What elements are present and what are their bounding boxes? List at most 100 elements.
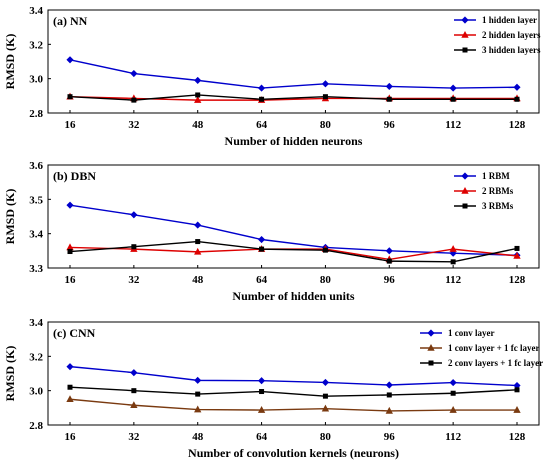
- data-point: [258, 377, 266, 385]
- panel-2: 16 32 48 64 80 96 112 128 3.3 3.4 3.5 3.6 Number of …: [3, 160, 540, 303]
- data-point: [67, 94, 73, 100]
- data-point: [513, 406, 521, 413]
- data-point: [450, 96, 456, 102]
- data-point: [66, 56, 74, 64]
- data-point: [513, 251, 521, 259]
- series-line: [69, 365, 518, 387]
- y-tick-label: 3.0: [29, 74, 43, 86]
- panel-3: 16 32 48 64 80 96 112 128 2.8 3.0 3.2 3.4 Number of …: [3, 317, 543, 460]
- x-tick-label: 128: [509, 119, 526, 131]
- x-tick-label: 64: [256, 431, 268, 443]
- x-tick-label: 128: [509, 274, 526, 286]
- legend-entry: 1 RBM: [482, 171, 510, 181]
- y-tick-label: 3.5: [29, 194, 43, 206]
- legend-entry: 2 conv layers + 1 fc layer: [448, 358, 543, 368]
- x-tick-label: 96: [384, 274, 396, 286]
- data-point: [195, 92, 201, 98]
- data-point: [321, 404, 330, 412]
- y-tick-label: 3.0: [29, 386, 43, 398]
- plot-frame: [47, 164, 540, 269]
- x-tick-label: 64: [256, 119, 268, 131]
- x-axis-label: Number of hidden units: [232, 289, 354, 303]
- legend-marker: [427, 329, 435, 337]
- data-point: [385, 406, 393, 414]
- data-point: [386, 258, 392, 264]
- legend: 1 hidden layer 2 hidden layers 3 hidden la…: [454, 15, 541, 55]
- legend-entry: 3 hidden layers: [482, 45, 541, 55]
- data-point: [258, 235, 266, 244]
- legend-marker: [461, 172, 469, 180]
- data-point: [194, 405, 202, 413]
- panel-title: (c) CNN: [53, 326, 96, 340]
- data-point: [321, 378, 329, 386]
- x-axis-label: Number of convolution kernels (neurons): [188, 446, 399, 460]
- data-point: [322, 247, 328, 253]
- data-point: [194, 376, 202, 384]
- x-tick-label: 16: [65, 119, 77, 131]
- legend-marker: [461, 16, 469, 24]
- series-line: [69, 94, 517, 101]
- series-line: [69, 204, 518, 256]
- data-point: [449, 245, 457, 252]
- y-tick-label: 3.2: [29, 351, 43, 363]
- legend-marker: [428, 360, 434, 366]
- x-tick-label: 128: [509, 431, 526, 443]
- legend-marker: [461, 30, 469, 38]
- panel-title: (b) DBN: [53, 169, 96, 183]
- series-line: [69, 398, 517, 412]
- data-point: [386, 392, 392, 398]
- y-tick-label: 3.3: [29, 263, 43, 275]
- x-axis-label: Number of hidden neurons: [225, 134, 363, 148]
- plot-frame: [47, 9, 540, 114]
- x-tick-label: 80: [320, 431, 332, 443]
- data-point: [385, 381, 393, 389]
- series-line: [69, 386, 518, 397]
- x-tick-label: 112: [445, 431, 461, 443]
- x-tick-label: 48: [192, 431, 204, 443]
- legend-marker: [462, 47, 468, 53]
- series-3: [67, 92, 520, 103]
- legend-entry: 1 conv layer: [448, 328, 495, 338]
- data-point: [514, 96, 520, 102]
- data-point: [513, 83, 521, 91]
- series-3: [67, 239, 520, 265]
- series-line: [69, 240, 518, 263]
- data-point: [194, 76, 202, 84]
- x-tick-label: 16: [65, 274, 77, 286]
- data-point: [66, 201, 74, 209]
- data-point: [259, 246, 265, 252]
- y-tick-label: 2.8: [29, 108, 43, 120]
- series-1: [66, 56, 521, 92]
- legend-marker: [462, 203, 468, 209]
- data-point: [259, 96, 265, 102]
- data-point: [194, 247, 202, 255]
- legend-entry: 1 conv layer + 1 fc layer: [448, 343, 539, 353]
- data-point: [449, 379, 457, 387]
- data-point: [449, 406, 457, 413]
- x-tick-label: 80: [320, 274, 332, 286]
- data-point: [321, 80, 329, 88]
- data-point: [450, 390, 456, 396]
- data-point: [130, 369, 138, 377]
- legend-marker: [427, 343, 435, 351]
- x-tick-label: 80: [320, 119, 332, 131]
- legend-entry: 1 hidden layer: [482, 15, 537, 25]
- y-tick-label: 3.4: [29, 229, 43, 241]
- y-axis-label: RMSD (K): [3, 34, 17, 90]
- data-point: [259, 389, 265, 395]
- data-point: [322, 94, 328, 100]
- y-tick-label: 3.6: [29, 160, 43, 172]
- series-3: [67, 384, 520, 399]
- y-tick-label: 3.4: [29, 5, 43, 17]
- data-point: [194, 96, 202, 103]
- series-1: [66, 363, 521, 390]
- data-point: [450, 259, 456, 265]
- data-point: [67, 249, 73, 255]
- panel-title: (a) NN: [53, 14, 88, 28]
- x-tick-label: 64: [256, 274, 268, 286]
- data-point: [131, 388, 137, 394]
- x-tick-label: 112: [445, 119, 461, 131]
- x-tick-label: 96: [384, 119, 396, 131]
- y-axis-label: RMSD (K): [3, 189, 17, 245]
- legend-marker: [461, 186, 469, 194]
